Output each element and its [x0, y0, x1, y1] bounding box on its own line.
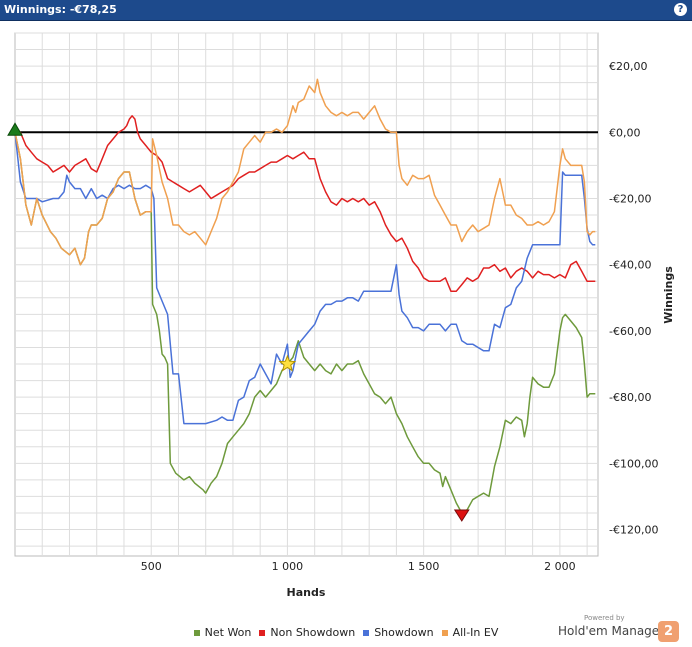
x-tick-label: 500: [141, 560, 162, 573]
y-tick-label: -€80,00: [609, 391, 651, 404]
brand-badge-icon: 2: [658, 621, 679, 642]
help-icon[interactable]: ?: [674, 3, 687, 16]
legend-swatch: [193, 630, 200, 636]
y-tick-label: €20,00: [609, 60, 648, 73]
brand-name: Hold'em Manager: [558, 624, 665, 638]
y-tick-label: -€60,00: [609, 325, 651, 338]
legend: Net Won Non Showdown Showdown All-In EV: [0, 626, 692, 639]
legend-item[interactable]: Non Showdown: [259, 626, 355, 639]
y-axis-label: Winnings: [662, 266, 675, 324]
legend-swatch: [441, 630, 448, 636]
legend-item[interactable]: Showdown: [363, 626, 434, 639]
legend-label: Non Showdown: [270, 626, 356, 639]
series-group: [14, 78, 596, 514]
x-tick-label: 1 500: [408, 560, 440, 573]
winnings-chart: €20,00 €0,00 -€20,00 -€40,00 -€60,00 -€80,00 -…: [7, 32, 675, 599]
x-tick-label: 2 000: [544, 560, 576, 573]
x-tick-label: 1 000: [272, 560, 304, 573]
y-tick-label: -€20,00: [609, 193, 651, 206]
series-line-allin-ev: [14, 78, 596, 266]
y-tick-label: -€100,00: [609, 457, 658, 470]
legend-item[interactable]: All-In EV: [441, 626, 499, 639]
min-marker: [453, 509, 470, 522]
axes: €20,00 €0,00 -€20,00 -€40,00 -€60,00 -€80,00 -…: [141, 60, 675, 599]
window-title: Winnings: -€78,25: [4, 3, 117, 16]
legend-item[interactable]: Net Won: [193, 626, 252, 639]
plot-background: [14, 32, 599, 557]
powered-by-text: Powered by: [584, 614, 625, 622]
y-tick-label: €0,00: [609, 126, 641, 139]
max-marker: [7, 122, 23, 136]
y-tick-label: -€40,00: [609, 259, 651, 272]
legend-swatch: [259, 630, 266, 636]
legend-label: Showdown: [374, 626, 434, 639]
legend-label: Net Won: [204, 626, 252, 639]
grid: [15, 32, 598, 556]
marker-group: [7, 122, 470, 522]
series-line-non-showdown: [15, 115, 596, 292]
legend-label: All-In EV: [452, 626, 499, 639]
title-bar: Winnings: -€78,25 ?: [0, 0, 692, 21]
star-marker: [278, 354, 297, 372]
x-axis-label: Hands: [287, 586, 326, 599]
legend-swatch: [363, 630, 370, 636]
y-tick-label: -€120,00: [609, 524, 658, 537]
